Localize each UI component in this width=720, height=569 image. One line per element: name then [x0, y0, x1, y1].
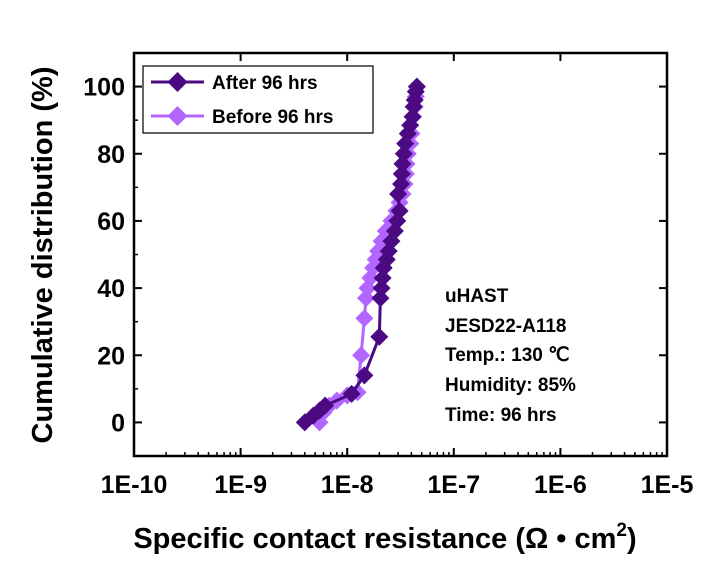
- x-tick-label: 1E-8: [321, 471, 374, 499]
- x-tick-label: 1E-7: [427, 471, 480, 499]
- annotation-line-1: uHAST: [445, 286, 509, 307]
- y-tick-label: 20: [97, 342, 125, 370]
- data-point: [392, 174, 411, 193]
- series-after: [295, 77, 426, 432]
- y-tick-label: 100: [83, 74, 125, 102]
- annotation-line-4: Humidity: 85%: [445, 375, 576, 396]
- annotation-line-5: Time: 96 hrs: [445, 405, 557, 426]
- y-axis: 0 20 40 60 80 100: [83, 74, 667, 437]
- y-axis-label: Cumulative distribution (%): [27, 67, 59, 444]
- x-axis-label-close: ): [627, 523, 637, 555]
- legend: After 96 hrs Before 96 hrs: [142, 65, 374, 134]
- series-layer: [295, 77, 426, 432]
- legend-marker-after: [167, 72, 188, 92]
- x-tick-label: 1E-6: [534, 471, 587, 499]
- x-axis-label-main: Specific contact resistance (Ω • cm: [133, 523, 616, 555]
- x-axis-label-superscript: 2: [616, 520, 627, 541]
- x-axis-label: Specific contact resistance (Ω • cm2): [133, 520, 636, 555]
- data-point: [390, 201, 409, 220]
- y-tick-label: 0: [111, 409, 125, 437]
- data-point: [392, 164, 411, 183]
- x-tick-label: 1E-9: [214, 471, 267, 499]
- data-point: [370, 327, 389, 346]
- data-point: [342, 384, 361, 403]
- annotation-block: uHAST JESD22-A118 Temp.: 130 ℃ Humidity:…: [445, 286, 576, 426]
- legend-label-before: Before 96 hrs: [212, 107, 333, 128]
- data-point: [352, 346, 371, 365]
- data-point: [373, 269, 392, 288]
- y-tick-label: 40: [97, 275, 125, 303]
- x-tick-label: 1E-10: [101, 471, 168, 499]
- legend-marker-before: [167, 106, 188, 126]
- x-tick-label: 1E-5: [641, 471, 694, 499]
- annotation-line-2: JESD22-A118: [445, 316, 566, 337]
- data-point: [407, 77, 426, 96]
- y-tick-label: 80: [97, 141, 125, 169]
- x-axis: 1E-10 1E-9 1E-8 1E-7 1E-6 1E-5: [101, 53, 694, 499]
- legend-label-after: After 96 hrs: [212, 73, 318, 94]
- data-point: [355, 309, 374, 328]
- y-tick-label: 60: [97, 208, 125, 236]
- data-point: [355, 366, 374, 385]
- data-point: [316, 396, 335, 415]
- annotation-line-3: Temp.: 130 ℃: [445, 345, 569, 366]
